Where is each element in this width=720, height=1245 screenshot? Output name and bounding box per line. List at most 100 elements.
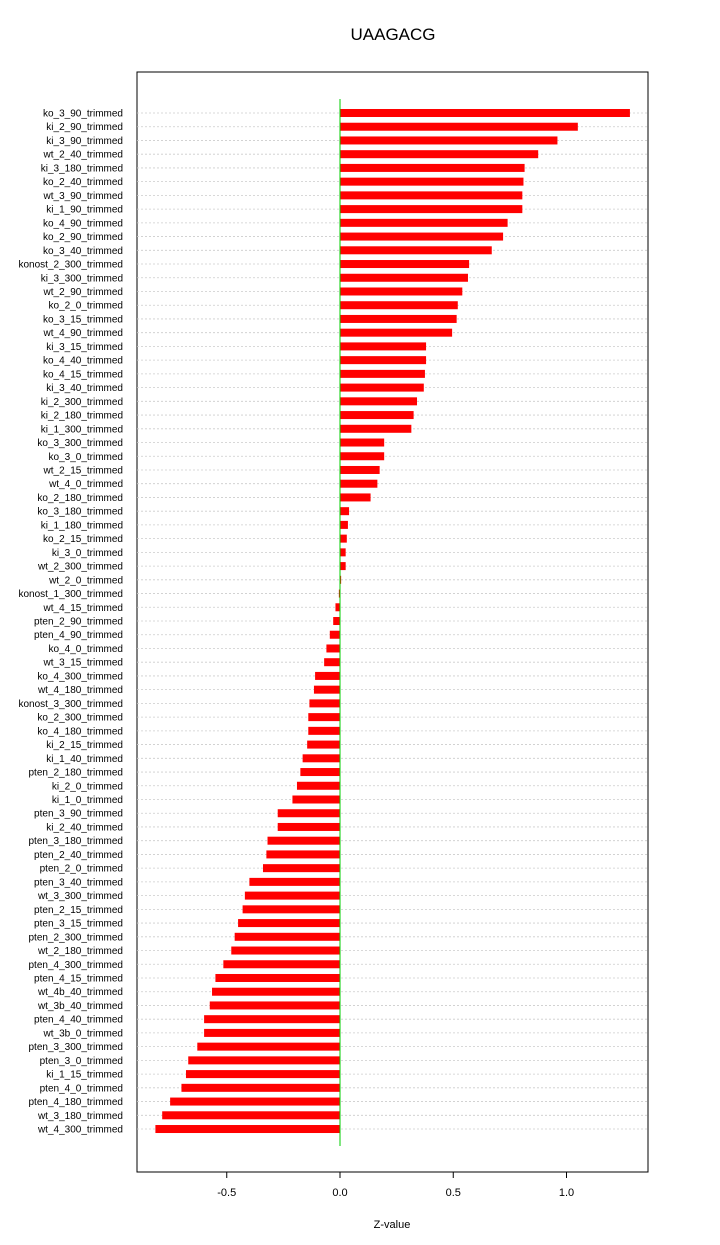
category-label: pten_4_15_trimmed xyxy=(34,973,123,984)
x-tick-label: 0.0 xyxy=(332,1187,347,1199)
category-label: pten_4_40_trimmed xyxy=(34,1015,123,1026)
bar xyxy=(170,1097,340,1106)
bar xyxy=(300,768,340,777)
bar xyxy=(209,1001,340,1010)
bar xyxy=(162,1111,340,1120)
category-label: ko_3_0_trimmed xyxy=(49,452,123,463)
category-label: ko_3_90_trimmed xyxy=(43,109,123,120)
bar xyxy=(340,246,492,255)
category-label: pten_4_90_trimmed xyxy=(34,630,123,641)
bar xyxy=(315,671,340,680)
category-label: konost_2_300_trimmed xyxy=(18,260,123,271)
bar xyxy=(329,630,340,639)
category-label: pten_2_0_trimmed xyxy=(40,864,123,875)
category-label: konost_3_300_trimmed xyxy=(18,699,123,710)
category-label: pten_3_15_trimmed xyxy=(34,919,123,930)
category-label: ko_4_180_trimmed xyxy=(37,726,123,737)
bar xyxy=(340,191,523,200)
bar xyxy=(267,836,340,845)
bar xyxy=(262,864,340,873)
category-label: wt_4_300_trimmed xyxy=(37,1125,123,1136)
category-label: ko_3_300_trimmed xyxy=(37,438,123,449)
category-label: ko_2_40_trimmed xyxy=(43,177,123,188)
bar xyxy=(266,850,340,859)
category-label: ko_4_90_trimmed xyxy=(43,218,123,229)
bar xyxy=(340,397,418,406)
bar xyxy=(204,1015,340,1024)
category-label: wt_3_300_trimmed xyxy=(37,891,123,902)
category-label: ki_2_0_trimmed xyxy=(52,781,123,792)
bar xyxy=(188,1056,340,1065)
category-label: pten_4_300_trimmed xyxy=(28,960,123,971)
bar xyxy=(340,438,385,447)
bar xyxy=(340,163,525,172)
category-label: pten_3_90_trimmed xyxy=(34,809,123,820)
category-label: ko_2_180_trimmed xyxy=(37,493,123,504)
bar xyxy=(234,932,340,941)
category-label: ki_1_90_trimmed xyxy=(46,205,123,216)
category-label: ki_2_15_trimmed xyxy=(46,740,123,751)
category-label: konost_1_300_trimmed xyxy=(18,589,123,600)
bar xyxy=(340,122,578,131)
x-axis: -0.5 0.0 0.5 1.0 xyxy=(217,1171,574,1199)
category-label: wt_2_0_trimmed xyxy=(48,575,123,586)
bar xyxy=(215,973,340,982)
category-label: wt_4b_40_trimmed xyxy=(37,987,123,998)
category-label: pten_4_180_trimmed xyxy=(28,1097,123,1108)
category-label: ko_3_15_trimmed xyxy=(43,314,123,325)
bar xyxy=(340,575,342,584)
bar xyxy=(231,946,340,955)
category-label: ki_2_90_trimmed xyxy=(46,122,123,133)
category-label: wt_2_15_trimmed xyxy=(43,465,123,476)
category-label: wt_4_90_trimmed xyxy=(43,328,123,339)
category-label: ki_3_40_trimmed xyxy=(46,383,123,394)
bar xyxy=(340,260,470,269)
category-label: ko_4_15_trimmed xyxy=(43,369,123,380)
bar xyxy=(185,1070,340,1079)
category-label: ki_2_40_trimmed xyxy=(46,822,123,833)
category-label: ko_2_15_trimmed xyxy=(43,534,123,545)
bar xyxy=(212,987,340,996)
category-label: pten_3_40_trimmed xyxy=(34,877,123,888)
category-label: ki_3_0_trimmed xyxy=(52,548,123,559)
bar xyxy=(340,411,414,420)
bar xyxy=(340,383,424,392)
category-label: wt_4_0_trimmed xyxy=(48,479,123,490)
category-label: wt_4_180_trimmed xyxy=(37,685,123,696)
bar xyxy=(313,685,340,694)
bar xyxy=(326,644,340,653)
category-labels: ko_3_90_trimmed ki_2_90_trimmed ki_3_90_tr… xyxy=(18,109,123,1136)
bar xyxy=(340,232,504,241)
bar xyxy=(309,699,340,708)
category-label: ki_1_0_trimmed xyxy=(52,795,123,806)
category-label: wt_2_90_trimmed xyxy=(43,287,123,298)
category-label: wt_2_40_trimmed xyxy=(43,150,123,161)
category-label: ki_3_90_trimmed xyxy=(46,136,123,147)
category-label: wt_3_15_trimmed xyxy=(43,658,123,669)
bar xyxy=(204,1028,340,1037)
category-label: wt_3b_0_trimmed xyxy=(43,1028,123,1039)
bar xyxy=(340,369,425,378)
bar xyxy=(340,548,346,557)
x-axis-title: Z-value xyxy=(374,1219,411,1231)
bar xyxy=(340,356,427,365)
bar xyxy=(155,1125,340,1134)
bar xyxy=(340,150,539,159)
bar xyxy=(223,960,340,969)
x-tick-label: 0.5 xyxy=(446,1187,461,1199)
bar xyxy=(340,562,346,571)
bar xyxy=(308,713,340,722)
category-label: ki_3_15_trimmed xyxy=(46,342,123,353)
bar xyxy=(340,452,385,461)
category-label: wt_4_15_trimmed xyxy=(43,603,123,614)
bar xyxy=(307,740,340,749)
bar xyxy=(308,726,340,735)
bar xyxy=(340,507,350,516)
bar xyxy=(277,809,340,818)
bar xyxy=(340,218,508,227)
category-label: ki_1_300_trimmed xyxy=(41,424,123,435)
category-label: pten_2_180_trimmed xyxy=(28,768,123,779)
category-label: ki_2_300_trimmed xyxy=(41,397,123,408)
bar xyxy=(335,603,340,612)
